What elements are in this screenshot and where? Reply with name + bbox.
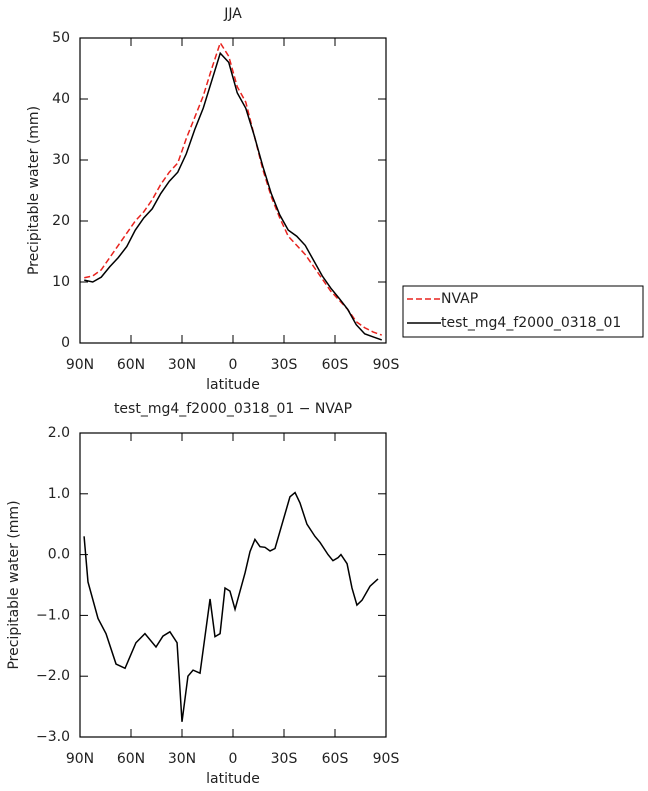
y-tick-label: 10 (52, 274, 70, 290)
plot-frame (79, 432, 387, 738)
y-tick-label: 2.0 (48, 425, 70, 441)
y-tick-label: −3.0 (36, 729, 70, 745)
y-tick-label: 0 (61, 335, 70, 351)
x-tick-label: 60N (117, 357, 145, 373)
chart-title: JJA (223, 6, 242, 22)
x-tick-label: 0 (229, 751, 238, 767)
series-line (84, 41, 383, 336)
x-tick-label: 30N (168, 357, 196, 373)
y-tick-label: 20 (52, 213, 70, 229)
y-tick-label: 50 (52, 30, 70, 46)
x-tick-label: 90N (66, 751, 94, 767)
plot-frame (79, 37, 387, 344)
x-tick-label: 60N (117, 751, 145, 767)
x-axis-label: latitude (206, 377, 260, 393)
y-tick-label: 0.0 (48, 547, 70, 563)
y-tick-label: 40 (52, 91, 70, 107)
series-line (84, 51, 383, 341)
y-axis-label: Precipitable water (mm) (6, 500, 22, 669)
legend-label: NVAP (441, 291, 478, 307)
x-tick-label: 30S (271, 751, 298, 767)
x-tick-label: 60S (322, 751, 349, 767)
y-tick-label: −2.0 (36, 668, 70, 684)
x-tick-label: 90S (373, 357, 400, 373)
y-tick-label: 30 (52, 152, 70, 168)
series-line (83, 491, 379, 722)
x-tick-label: 90S (373, 751, 400, 767)
y-tick-label: 1.0 (48, 486, 70, 502)
x-tick-label: 0 (229, 357, 238, 373)
chart-title: test_mg4_f2000_0318_01 − NVAP (114, 401, 352, 417)
y-tick-label: −1.0 (36, 607, 70, 623)
legend-label: test_mg4_f2000_0318_01 (441, 315, 621, 331)
x-tick-label: 60S (322, 357, 349, 373)
y-axis-label: Precipitable water (mm) (26, 106, 42, 275)
legend-box (402, 285, 644, 338)
x-tick-label: 30S (271, 357, 298, 373)
x-tick-label: 30N (168, 751, 196, 767)
x-axis-label: latitude (206, 771, 260, 787)
x-tick-label: 90N (66, 357, 94, 373)
